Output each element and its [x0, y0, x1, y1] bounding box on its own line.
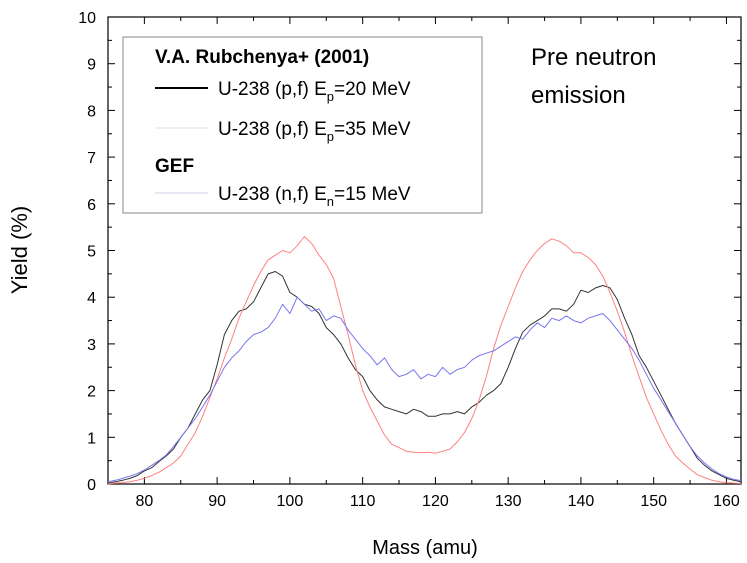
x-tick-label: 150 [640, 493, 667, 510]
y-axis-title: Yield (%) [7, 206, 32, 294]
legend-label-series-2: U-238 (p,f) Ep=35 MeV [218, 119, 411, 144]
x-tick-label: 110 [350, 493, 376, 510]
legend-label-3-suffix: =15 MeV [334, 184, 411, 205]
annotation-line-1: Pre neutron [531, 44, 656, 71]
y-tick-label: 6 [87, 197, 96, 214]
axis-ticks: 80 90 100 110 120 130 140 150 160 0 1 2 3 4 5 6 7 8 9 10 [78, 10, 741, 510]
y-tick-label: 9 [87, 57, 96, 74]
y-tick-label: 8 [87, 103, 96, 120]
legend-group1-title: V.A. Rubchenya+ (2001) [155, 47, 369, 68]
x-tick-label: 130 [495, 493, 522, 510]
legend-label-1-suffix: =20 MeV [334, 79, 411, 100]
x-tick-label: 120 [422, 493, 449, 510]
x-tick-label: 90 [208, 493, 226, 510]
y-tick-label: 4 [87, 290, 96, 307]
annotation-line-2: emission [531, 82, 626, 109]
x-tick-label: 80 [135, 493, 153, 510]
y-tick-label: 7 [87, 150, 96, 167]
x-tick-label: 140 [568, 493, 595, 510]
legend-group2-title: GEF [155, 156, 194, 177]
y-tick-label: 10 [78, 10, 96, 27]
legend-label-2-prefix: U-238 (p,f) E [218, 119, 327, 140]
series-line-1 [107, 271, 742, 484]
legend-label-1-sub: p [327, 89, 334, 104]
legend-label-1-prefix: U-238 (p,f) E [218, 79, 327, 100]
x-tick-label: 100 [277, 493, 304, 510]
y-tick-label: 3 [87, 337, 96, 354]
legend-label-3-sub: n [327, 194, 334, 209]
legend-label-2-suffix: =35 MeV [334, 119, 411, 140]
y-tick-label: 1 [87, 430, 96, 447]
legend-label-2-sub: p [327, 129, 334, 144]
legend-label-3-prefix: U-238 (n,f) E [218, 184, 327, 205]
x-tick-label: 160 [713, 493, 740, 510]
legend-label-series-1: U-238 (p,f) Ep=20 MeV [218, 79, 411, 104]
legend: V.A. Rubchenya+ (2001) U-238 (p,f) Ep=20… [122, 36, 483, 214]
x-axis-title: Mass (amu) [372, 537, 478, 559]
series-group [107, 236, 742, 485]
legend-box [122, 36, 483, 214]
series-line-3 [107, 296, 742, 483]
y-tick-label: 5 [87, 244, 96, 261]
legend-label-series-3: U-238 (n,f) En=15 MeV [218, 184, 411, 209]
y-tick-label: 0 [87, 477, 96, 494]
series-line-2 [107, 236, 742, 485]
y-tick-label: 2 [87, 384, 96, 401]
